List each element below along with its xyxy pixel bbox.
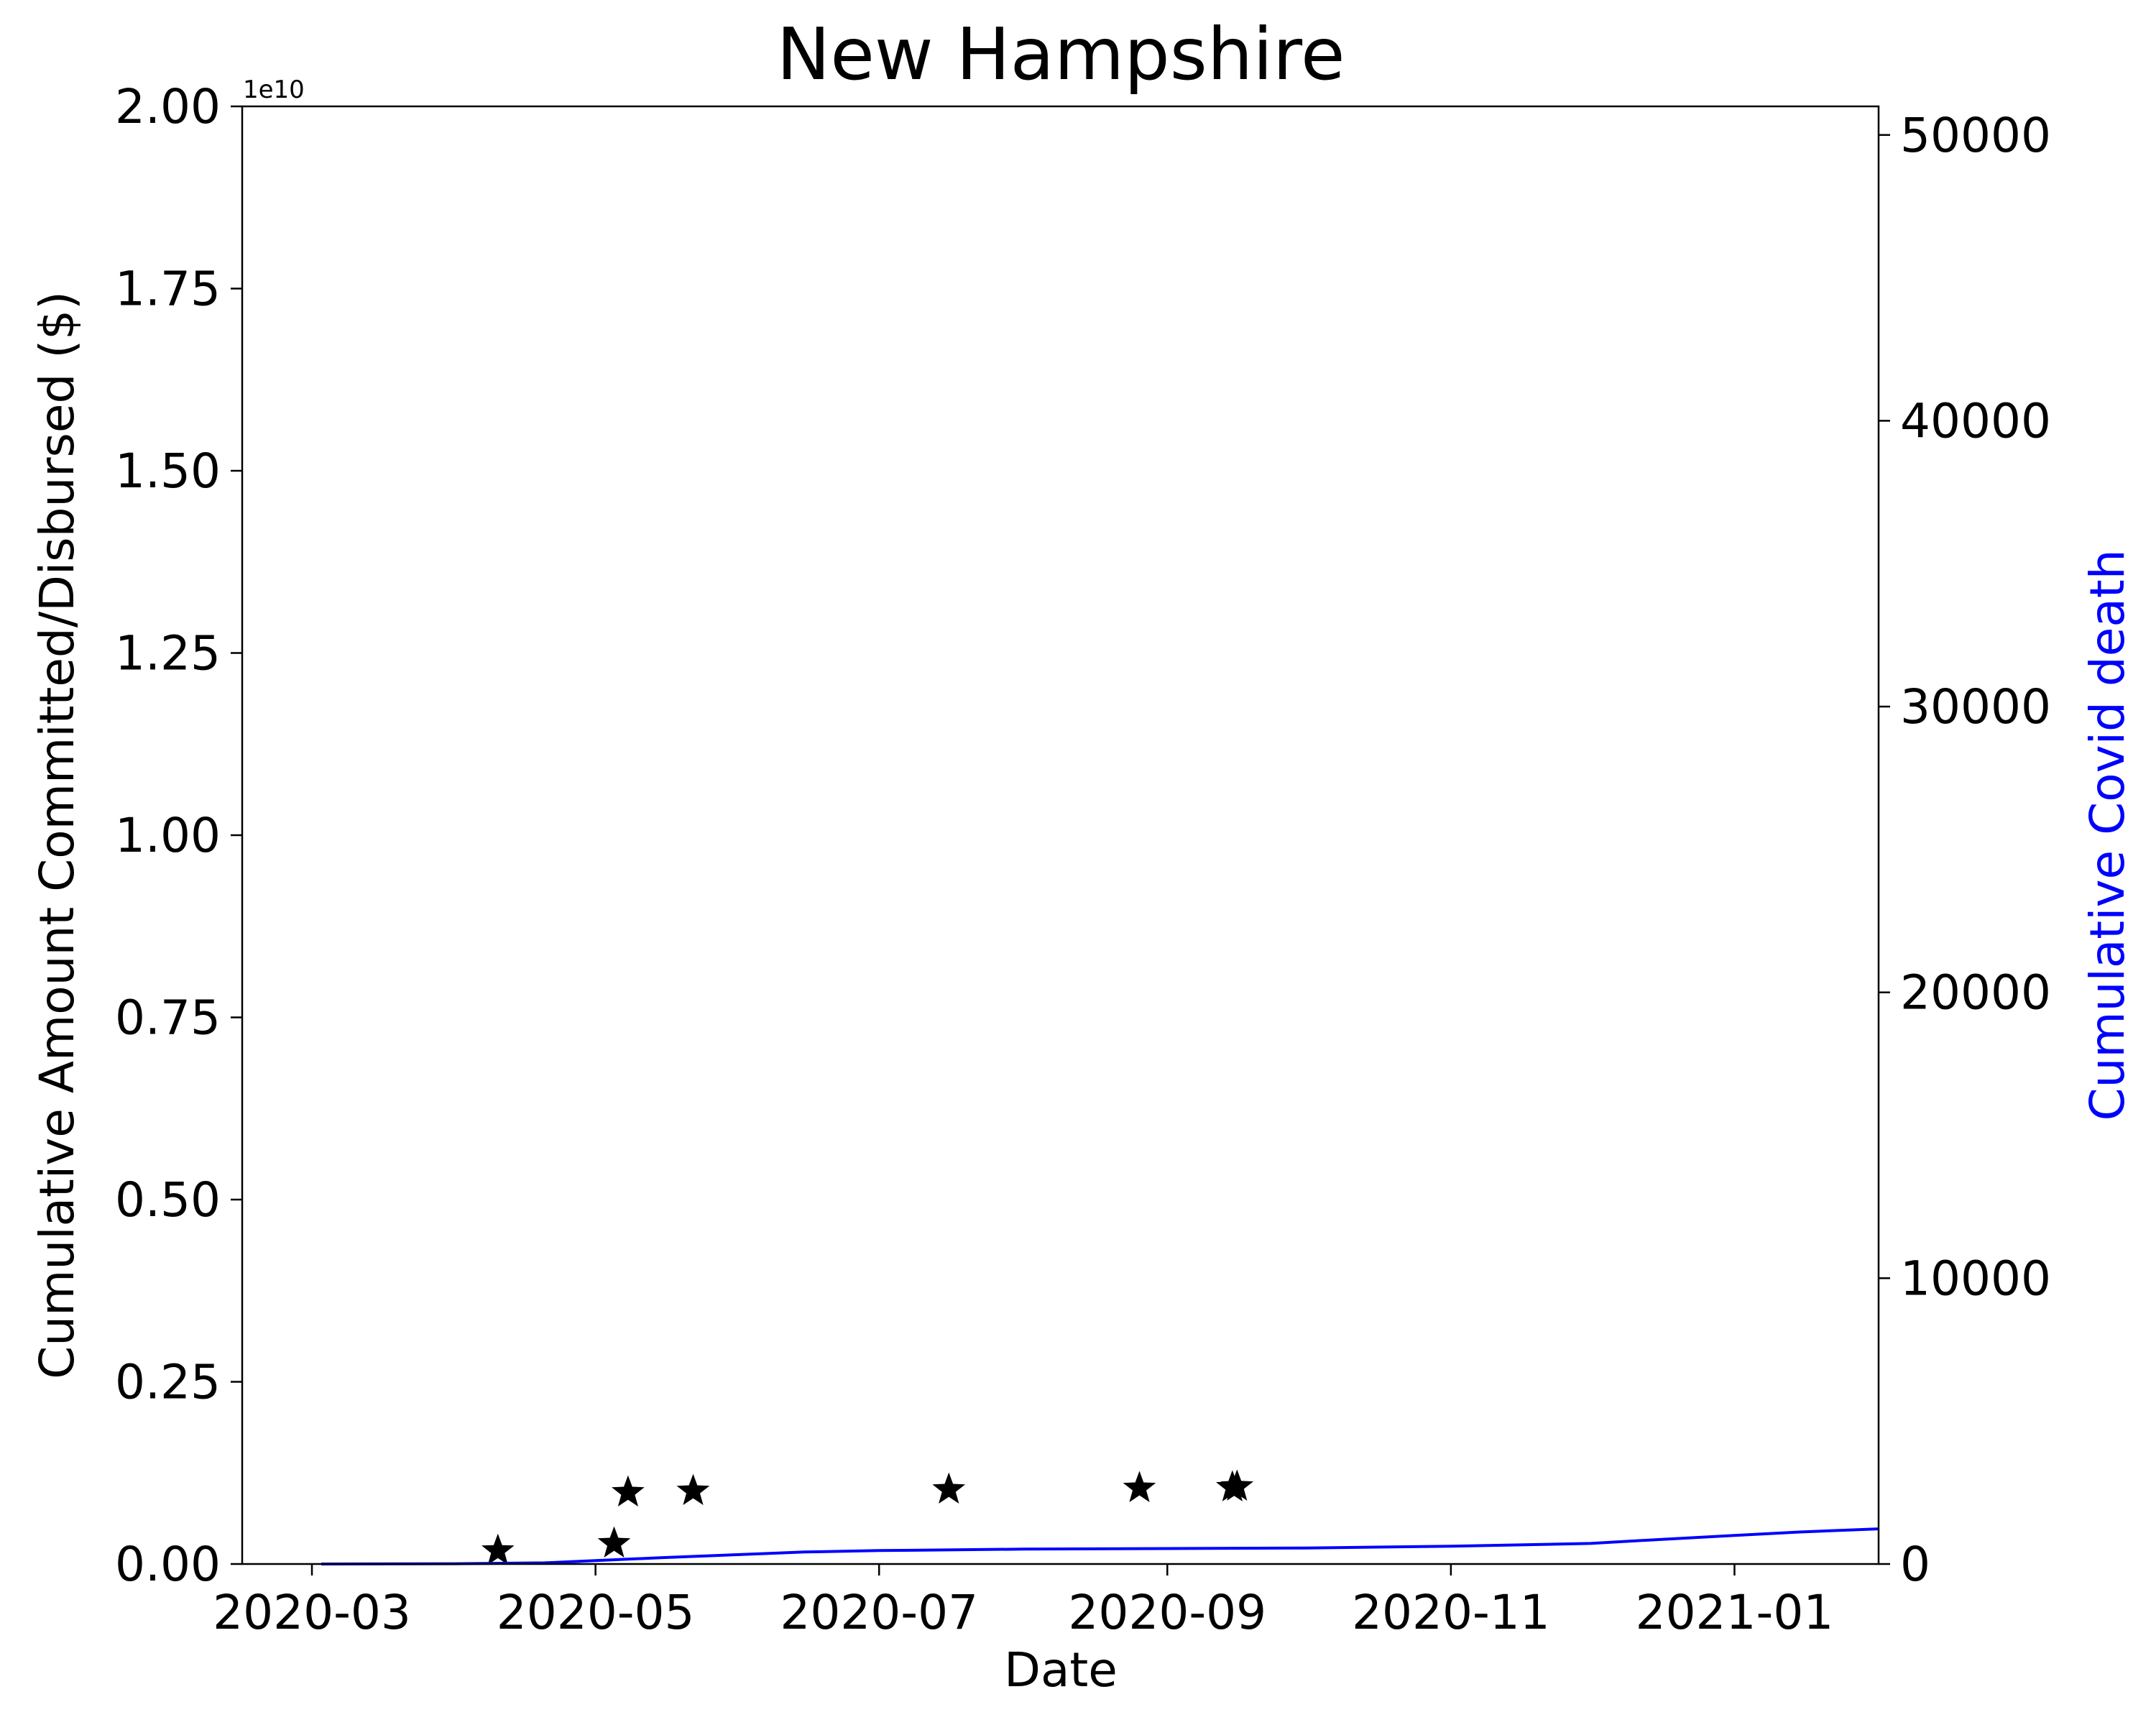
x-tick-label: 2020-07 — [780, 1585, 978, 1640]
y2-axis-label: Cumulative Covid death — [2080, 549, 2135, 1121]
y-tick-label: 2.00 — [115, 79, 221, 134]
x-tick-label: 2020-05 — [497, 1585, 695, 1640]
y-tick-label: 1.25 — [115, 626, 221, 681]
data-point-star — [932, 1472, 966, 1504]
y2-tick-label: 30000 — [1900, 679, 2051, 735]
y-tick-label: 0.00 — [115, 1537, 221, 1592]
y-tick-label: 1.00 — [115, 808, 221, 863]
x-tick-label: 2020-03 — [213, 1585, 411, 1640]
x-axis-ticks: 2020-03 2020-05 2020-07 2020-09 2020-11 2021-… — [213, 1564, 1833, 1640]
data-point-star — [676, 1473, 710, 1505]
x-tick-label: 2020-09 — [1068, 1585, 1266, 1640]
data-point-star — [597, 1526, 631, 1558]
y2-tick-label: 50000 — [1900, 108, 2051, 163]
y-axis-label: Cumulative Amount Committed/Disbursed ($… — [29, 291, 85, 1379]
data-point-star — [612, 1475, 645, 1506]
chart-title: New Hampshire — [777, 12, 1345, 96]
plot-series — [321, 1469, 1879, 1565]
data-point-star — [1220, 1469, 1254, 1501]
plot-frame — [241, 105, 1880, 1565]
x-axis-label: Date — [1004, 1642, 1118, 1698]
y-tick-label: 1.75 — [115, 262, 221, 317]
x-tick-label: 2021-01 — [1636, 1585, 1834, 1640]
data-point-star — [482, 1533, 515, 1565]
y2-axis-ticks: 0 10000 20000 30000 40000 50000 — [1879, 108, 2051, 1592]
y2-tick-label: 40000 — [1900, 393, 2051, 448]
x-tick-label: 2020-11 — [1352, 1585, 1550, 1640]
data-point-star — [1123, 1471, 1156, 1502]
y2-tick-label: 10000 — [1900, 1251, 2051, 1306]
y-axis-ticks: 0.00 0.25 0.50 0.75 1.00 1.25 1.50 1.75 2.00 — [115, 79, 242, 1592]
y2-tick-label: 20000 — [1900, 965, 2051, 1021]
y-tick-label: 1.50 — [115, 443, 221, 499]
y-tick-label: 0.75 — [115, 990, 221, 1046]
y-tick-label: 0.50 — [115, 1172, 221, 1228]
y-tick-label: 0.25 — [115, 1355, 221, 1410]
covid-death-line — [321, 1527, 1879, 1565]
y-offset-label: 1e10 — [243, 75, 305, 104]
y2-tick-label: 0 — [1900, 1537, 1930, 1592]
